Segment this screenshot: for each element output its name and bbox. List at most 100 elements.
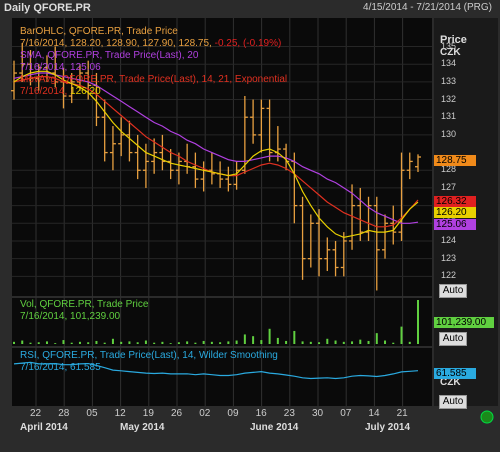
volume-bar [111, 338, 114, 344]
legend-rsi: RSI, QFORE.PR, Trade Price(Last), 14, Wi… [20, 350, 278, 361]
volume-bar [136, 342, 139, 344]
ohlc-bar [266, 99, 273, 162]
rsi-panel [12, 348, 432, 406]
ohlc-bar [19, 42, 26, 82]
volume-bar [301, 341, 304, 344]
volume-bar [235, 340, 238, 344]
tag-ema: 126.32 [434, 196, 476, 207]
auto-scale-rsi-button[interactable]: Auto [439, 395, 467, 409]
date-range: 4/15/2014 - 7/21/2014 (PRG) [363, 2, 492, 13]
ohlc-bar [142, 143, 149, 188]
x-tick-label: 26 [171, 408, 183, 419]
legend-sma-value: 7/16/2014, 125.06 [20, 62, 101, 73]
rsi-series [13, 361, 419, 380]
volume-bar [29, 342, 32, 344]
volume-bar [285, 340, 288, 344]
ohlc-bar [406, 152, 413, 180]
price-tick-label: 123 [441, 252, 457, 263]
ohlc-bar [299, 196, 306, 280]
price-tick-label: 135 [441, 40, 457, 51]
rsi-line [13, 361, 419, 380]
volume-bar [186, 341, 189, 344]
volume-bar [367, 340, 370, 344]
volume-bar [318, 342, 321, 344]
ohlc-bar [357, 187, 364, 241]
volume-bar [95, 340, 98, 344]
volume-bar [227, 341, 230, 344]
volume-bar [408, 341, 411, 344]
volume-bar [87, 342, 90, 344]
x-tick-label: 09 [227, 408, 239, 419]
ohlc-bar [118, 117, 125, 157]
ohlc-bar [159, 134, 166, 171]
volume-bar [252, 336, 255, 344]
ohlc-bar [126, 120, 133, 162]
moving-averages [13, 70, 419, 239]
x-tick-label: 22 [30, 408, 42, 419]
x-tick-label: 19 [142, 408, 154, 419]
ohlc-bar [167, 149, 174, 180]
ohlc-bar [225, 166, 232, 192]
volume-bar [400, 326, 403, 344]
x-tick-label: 05 [86, 408, 98, 419]
price-tick-label: 124 [441, 234, 457, 245]
tag-close: 128.75 [434, 155, 476, 166]
auto-scale-price-button[interactable]: Auto [439, 284, 467, 298]
legend-ohlc: BarOHLC, QFORE.PR, Trade Price [20, 26, 178, 37]
volume-bar [78, 341, 81, 344]
chart-title: Daily QFORE.PR [4, 2, 91, 14]
volume-bar [417, 300, 419, 344]
price-tick-label: 131 [441, 111, 457, 122]
tag-last: 126.20 [434, 207, 476, 218]
volume-bar [54, 343, 57, 344]
volume-bar [375, 333, 378, 344]
volume-bar [342, 341, 345, 344]
legend-volume: Vol, QFORE.PR, Trade Price [20, 299, 149, 310]
ohlc-bar [109, 126, 116, 171]
tag-sma: 125.06 [434, 219, 476, 230]
axis-currency-label: CZK [440, 47, 461, 58]
volume-bar [219, 342, 222, 344]
ohlc-bar [250, 99, 257, 144]
x-tick-label: 28 [58, 408, 70, 419]
ohlc-bar [134, 134, 141, 180]
status-indicator-icon [480, 410, 494, 424]
volume-bar [202, 340, 205, 344]
volume-bar [210, 341, 213, 344]
volume-bar [243, 334, 246, 344]
volume-bar [37, 342, 40, 344]
legend-volume-value: 7/16/2014, 101,239.00 [20, 311, 121, 322]
ohlc-bar [398, 152, 405, 241]
ohlc-bar [35, 64, 42, 91]
volume-bar [268, 328, 271, 344]
price-tick-label: 133 [441, 75, 457, 86]
x-tick-label: 30 [312, 408, 324, 419]
tag-volume: 101,239.00 [434, 317, 494, 328]
volume-bar [293, 330, 296, 344]
tag-rsi: 61.585 [434, 368, 476, 379]
ohlc-bar [382, 214, 389, 259]
axis-price-label: Price [440, 34, 467, 46]
month-june: June 2014 [250, 422, 299, 433]
auto-scale-volume-button[interactable]: Auto [439, 332, 467, 346]
month-may: May 2014 [120, 422, 165, 433]
price-tick-label: 128 [441, 164, 457, 175]
rsi-currency-label: CZK [440, 377, 461, 388]
x-tick-label: 12 [114, 408, 126, 419]
volume-bar [177, 342, 180, 344]
legend-sma: SMA, QFORE.PR, Trade Price(Last), 20 [20, 50, 199, 61]
x-tick-label: 14 [368, 408, 380, 419]
legend-ema: MovAvg, QFORE.PR, Trade Price(Last), 14,… [20, 74, 288, 85]
volume-bar [169, 343, 172, 344]
month-july: July 2014 [365, 422, 411, 433]
ohlc-bar [307, 214, 314, 268]
legend-rsi-value: 7/16/2014, 61.585 [20, 362, 101, 373]
price-tick-label: 132 [441, 93, 457, 104]
sma-line [13, 72, 419, 224]
ohlc-bar [258, 99, 265, 153]
volume-bar [128, 341, 131, 344]
volume-bar [309, 341, 312, 344]
volume-bar [45, 341, 48, 344]
volume-bar [334, 340, 337, 344]
price-tick-label: 134 [441, 58, 457, 69]
